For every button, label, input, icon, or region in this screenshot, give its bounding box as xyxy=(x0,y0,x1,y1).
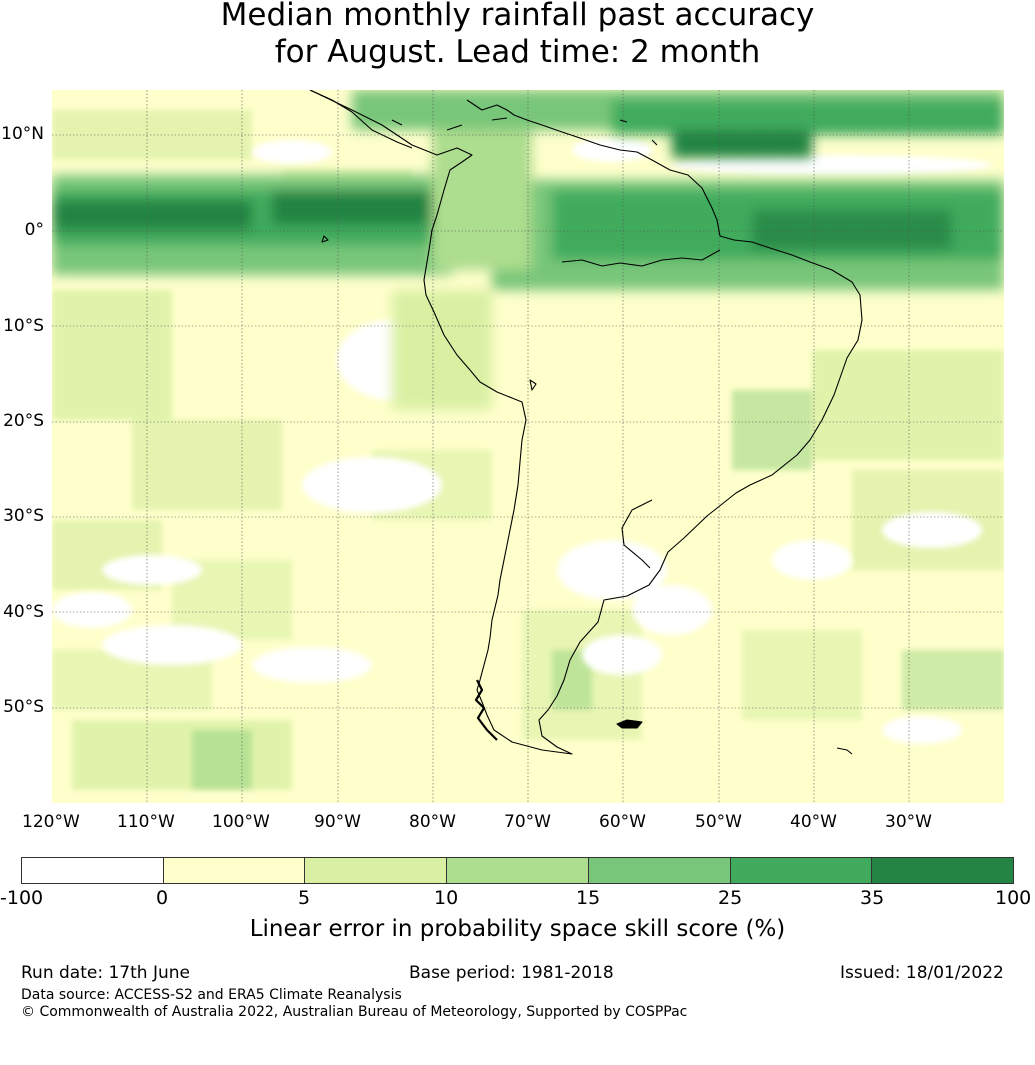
lat-label-50s: 50°S xyxy=(3,697,44,717)
amazon-river xyxy=(561,249,721,267)
lat-label-0: 0° xyxy=(24,220,44,240)
legend-tick: 25 xyxy=(718,887,743,909)
lake-titicaca xyxy=(529,379,537,391)
legend-label: Linear error in probability space skill … xyxy=(249,916,786,942)
skill-shading xyxy=(52,110,1004,790)
galapagos xyxy=(321,235,329,243)
legend-tick: 15 xyxy=(576,887,601,909)
legend-swatch-6 xyxy=(730,858,873,883)
graticule xyxy=(52,90,1004,803)
skill-score-map xyxy=(52,90,1004,803)
central-america-coast xyxy=(309,90,413,149)
lon-label-70w: 70°W xyxy=(504,812,551,832)
legend-swatch-4 xyxy=(447,858,589,883)
lon-label-120w: 120°W xyxy=(22,812,80,832)
map-title-line-1: Median monthly rainfall past accuracy xyxy=(220,0,815,33)
legend-colorbar xyxy=(21,857,1014,884)
lon-label-80w: 80°W xyxy=(409,812,456,832)
south-america-coastline xyxy=(309,90,863,755)
data-source: Data source: ACCESS-S2 and ERA5 Climate … xyxy=(21,987,402,1003)
lat-label-10s: 10°S xyxy=(3,316,44,336)
run-date: Run date: 17th June xyxy=(21,963,190,983)
copyright: © Commonwealth of Australia 2022, Austra… xyxy=(21,1004,688,1020)
legend-swatch-3 xyxy=(305,858,448,883)
lat-label-30s: 30°S xyxy=(3,506,44,526)
legend-tick: -100 xyxy=(0,887,44,909)
lon-label-60w: 60°W xyxy=(599,812,646,832)
lon-label-50w: 50°W xyxy=(695,812,742,832)
lon-label-30w: 30°W xyxy=(885,812,932,832)
falkland-islands xyxy=(616,719,643,729)
issued-date: Issued: 18/01/2022 xyxy=(840,963,1004,983)
lat-label-20s: 20°S xyxy=(3,411,44,431)
legend-tick: 5 xyxy=(298,887,311,909)
legend-swatch-7 xyxy=(872,858,1014,883)
lon-label-40w: 40°W xyxy=(790,812,837,832)
base-period: Base period: 1981-2018 xyxy=(409,963,614,983)
lon-label-100w: 100°W xyxy=(212,812,270,832)
legend-swatch-2 xyxy=(163,858,306,883)
legend-tick: 10 xyxy=(434,887,459,909)
lon-label-110w: 110°W xyxy=(117,812,175,832)
lat-label-40s: 40°S xyxy=(3,602,44,622)
lon-label-90w: 90°W xyxy=(314,812,361,832)
map-title-line-2: for August. Lead time: 2 month xyxy=(274,34,761,70)
legend-tick: 0 xyxy=(156,887,169,909)
coastlines xyxy=(309,90,863,755)
legend-tick: 100 xyxy=(995,887,1032,909)
caribbean-islands xyxy=(391,117,658,146)
chilean-archipelago xyxy=(474,679,498,741)
legend-swatch-1 xyxy=(22,858,164,883)
legend-tick: 35 xyxy=(860,887,885,909)
legend-swatch-5 xyxy=(588,858,731,883)
rio-de-la-plata-coast xyxy=(621,499,653,569)
south-georgia xyxy=(836,747,853,755)
lat-label-10n: 10°N xyxy=(1,124,44,144)
